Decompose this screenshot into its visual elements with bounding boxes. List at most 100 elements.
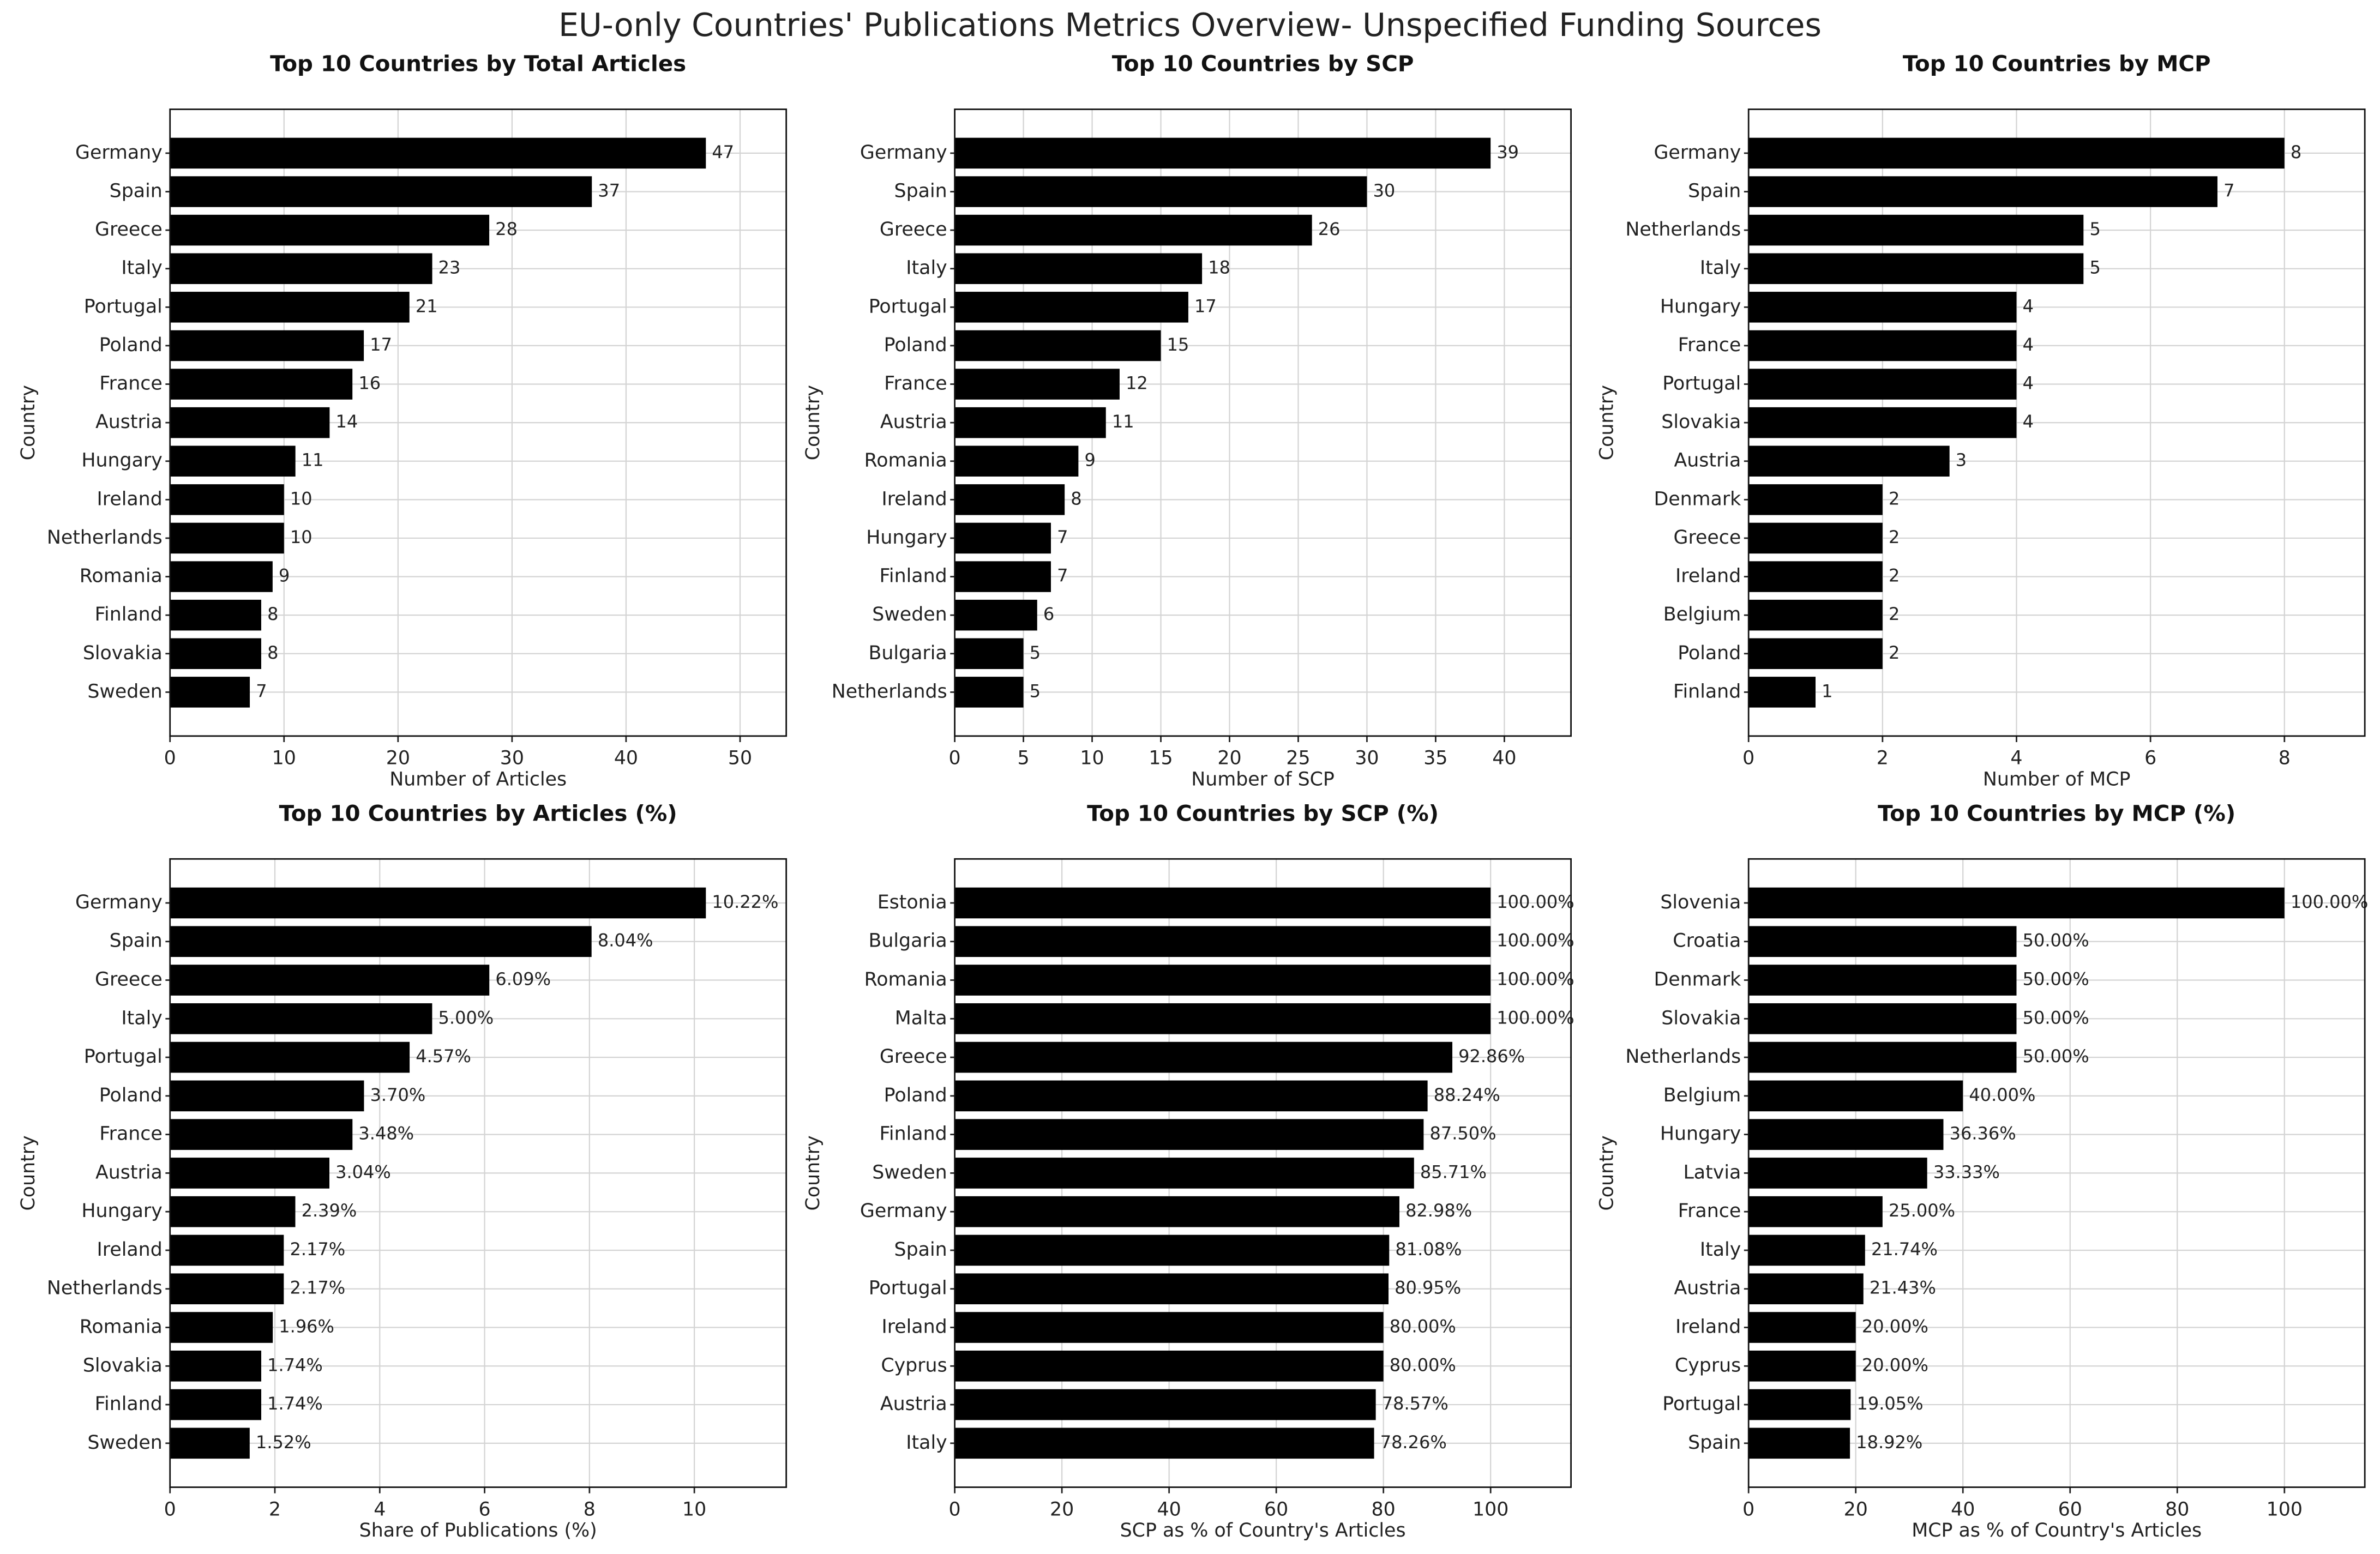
bar [170, 1427, 250, 1459]
x-tick-label: 0 [164, 748, 176, 769]
bar [1748, 1080, 1963, 1112]
bar [1748, 887, 2285, 919]
data-label: 17 [370, 334, 392, 355]
bar [954, 1003, 1491, 1034]
chart-title: Top 10 Countries by SCP (%) [1087, 801, 1439, 827]
data-label: 2.39% [302, 1200, 357, 1221]
data-label: 10 [290, 527, 312, 547]
y-tick-label: Greece [1674, 527, 1741, 549]
bar [170, 638, 261, 670]
y-tick-label: Sweden [872, 604, 947, 625]
data-label: 5.00% [438, 1007, 494, 1028]
data-label: 3.70% [370, 1085, 426, 1105]
data-label: 36.36% [1950, 1123, 2016, 1144]
data-label: 50.00% [2023, 969, 2089, 990]
x-tick-label: 20 [1217, 748, 1241, 769]
bar [954, 926, 1491, 957]
data-label: 2 [1889, 527, 1900, 547]
bar [170, 1196, 296, 1227]
bar [1748, 1312, 1856, 1343]
bar [954, 677, 1024, 708]
data-label: 5 [1030, 642, 1041, 663]
y-axis-label: Country [1596, 1135, 1618, 1210]
data-label: 82.98% [1405, 1200, 1472, 1221]
data-label: 2.17% [290, 1278, 345, 1298]
y-tick-label: Germany [860, 1200, 947, 1222]
bar [954, 214, 1312, 246]
bar [170, 1234, 284, 1266]
plot-frame [954, 858, 1572, 1488]
data-label: 40.00% [1969, 1085, 2035, 1105]
bar [954, 137, 1491, 169]
y-axis-label: Country [17, 1135, 39, 1210]
x-tick-label: 30 [500, 748, 524, 769]
y-tick-label: Italy [906, 1432, 947, 1454]
bar [1748, 253, 2084, 284]
y-tick-label: Spain [110, 180, 163, 202]
x-tick-label: 15 [1149, 748, 1173, 769]
y-tick-label: Italy [1700, 257, 1741, 279]
x-tick-label: 4 [374, 1498, 386, 1520]
data-label: 80.00% [1390, 1316, 1456, 1337]
y-tick-label: Spain [894, 1239, 947, 1261]
y-tick-label: Austria [880, 1393, 947, 1415]
data-label: 1 [1822, 680, 1832, 701]
data-label: 5 [1030, 680, 1041, 701]
data-label: 2 [1889, 488, 1900, 509]
data-label: 20.00% [1862, 1316, 1928, 1337]
x-axis-label: Number of Articles [389, 769, 567, 791]
x-tick-label: 20 [386, 748, 410, 769]
bar [954, 561, 1051, 592]
bar [170, 1273, 284, 1305]
y-tick-label: Greece [880, 1046, 947, 1068]
bar [1748, 1389, 1851, 1420]
data-label: 80.00% [1390, 1354, 1456, 1375]
x-tick-label: 2 [1877, 748, 1889, 769]
bar [1748, 445, 1950, 477]
bar [170, 1041, 410, 1073]
chart-title: Top 10 Countries by MCP (%) [1878, 801, 2235, 827]
bar [1748, 677, 1816, 708]
plot-frame [169, 858, 788, 1488]
y-tick-label: Cyprus [1675, 1354, 1741, 1376]
data-label: 3.48% [358, 1123, 414, 1144]
y-tick-label: Sweden [872, 1161, 947, 1183]
chart-panel: 0 20 40 60 80 100 Slovenia 100.00% Croatia 50.00%… [1596, 801, 2368, 1542]
y-tick-label: Austria [1674, 1278, 1741, 1299]
bar [954, 1041, 1453, 1073]
x-tick-label: 8 [584, 1498, 596, 1520]
data-label: 37 [598, 180, 620, 201]
y-tick-label: Spain [894, 180, 947, 202]
x-axis-label: Share of Publications (%) [359, 1520, 597, 1541]
data-label: 47 [712, 142, 734, 162]
data-label: 3 [1956, 450, 1967, 471]
y-tick-label: Italy [121, 257, 162, 279]
y-tick-label: Slovakia [1661, 411, 1741, 433]
chart-title: Top 10 Countries by MCP [1903, 51, 2211, 77]
data-label: 85.71% [1420, 1161, 1487, 1182]
data-label: 87.50% [1429, 1123, 1496, 1144]
y-axis-label: Country [802, 385, 824, 460]
bar [954, 887, 1491, 919]
y-tick-label: Romania [80, 1316, 163, 1338]
plot-frame [1747, 858, 2366, 1488]
bar [1748, 638, 1883, 670]
data-label: 81.08% [1395, 1239, 1462, 1260]
bar [954, 1427, 1374, 1459]
x-tick-label: 10 [682, 1498, 706, 1520]
data-label: 11 [302, 450, 324, 471]
y-tick-label: Portugal [1662, 1393, 1741, 1415]
data-label: 5 [2089, 257, 2100, 278]
data-label: 50.00% [2023, 1007, 2089, 1028]
bar [170, 369, 353, 400]
bar [1748, 292, 2017, 323]
data-label: 28 [495, 219, 518, 239]
data-label: 16 [358, 373, 381, 394]
y-tick-label: Belgium [1663, 1085, 1741, 1106]
bar [1748, 1350, 1856, 1382]
x-tick-label: 0 [1742, 748, 1754, 769]
data-label: 14 [336, 411, 358, 432]
bar [170, 330, 364, 362]
bar [954, 1234, 1390, 1266]
